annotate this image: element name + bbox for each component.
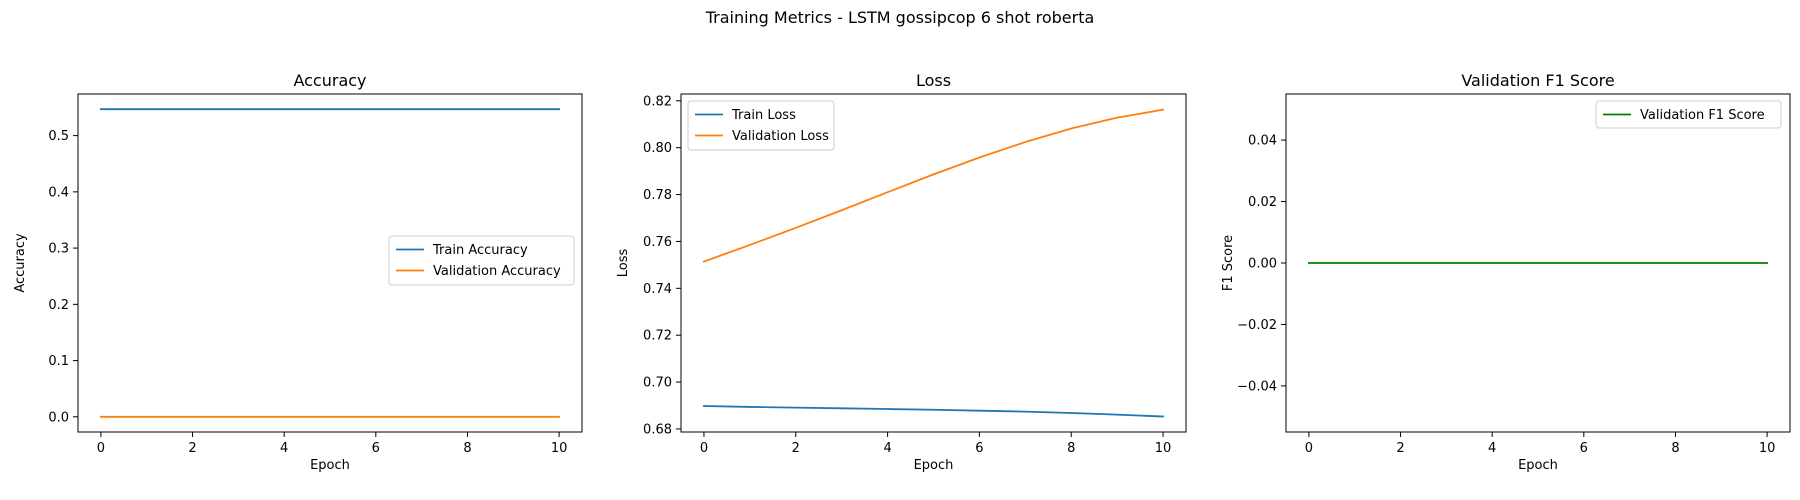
legend-label: Validation F1 Score <box>1640 108 1765 123</box>
x-tick-label: 8 <box>1067 441 1075 456</box>
y-tick-label: 0.02 <box>1248 195 1277 210</box>
x-tick-label: 0 <box>1305 441 1313 456</box>
x-tick-label: 10 <box>551 441 568 456</box>
y-tick-label: 0.4 <box>48 185 69 200</box>
chart-legend: Train Accuracy Validation Accuracy <box>388 235 575 286</box>
x-tick-label: 2 <box>1396 441 1404 456</box>
axes-frame <box>77 93 583 433</box>
legend-frame <box>388 235 575 286</box>
y-tick-label: 0.72 <box>643 329 672 344</box>
chart-panel-1: 0 2 4 6 8 10 0.0 0.1 0.2 0.3 0.4 0.5 Accuracy Epoch Ac… <box>13 71 583 473</box>
y-tick-label: 0.1 <box>48 354 69 369</box>
legend-label: Train Loss <box>731 108 796 123</box>
x-tick-label: 6 <box>975 441 983 456</box>
chart-panel-3: 0 2 4 6 8 10 −0.04 −0.02 0.00 0.02 0.04 Validation … <box>1221 71 1791 473</box>
y-tick-label: 0.78 <box>643 188 672 203</box>
series-line-train-loss <box>703 405 1164 418</box>
x-tick-label: 0 <box>700 441 708 456</box>
y-tick-label: 0.5 <box>48 129 69 144</box>
x-tick-label: 8 <box>1671 441 1679 456</box>
x-tick-label: 4 <box>1488 441 1496 456</box>
x-tick-label: 2 <box>188 441 196 456</box>
y-tick-label: 0.74 <box>643 282 672 297</box>
legend-label: Validation Loss <box>732 129 829 144</box>
x-tick-label: 4 <box>883 441 891 456</box>
x-tick-label: 6 <box>372 441 380 456</box>
y-tick-label: 0.00 <box>1248 257 1277 272</box>
x-tick-label: 10 <box>1155 441 1172 456</box>
chart-legend: Validation F1 Score <box>1595 100 1782 129</box>
figure-suptitle: Training Metrics - LSTM gossipcop 6 shot… <box>705 8 1095 27</box>
y-tick-label: 0.76 <box>643 235 672 250</box>
y-axis-label: Accuracy <box>13 233 28 293</box>
x-tick-label: 4 <box>280 441 288 456</box>
chart-title: Validation F1 Score <box>1461 71 1614 90</box>
chart-legend: Train Loss Validation Loss <box>687 100 835 151</box>
y-tick-label: 0.82 <box>643 94 672 109</box>
y-tick-label: −0.02 <box>1237 318 1277 333</box>
x-tick-label: 2 <box>792 441 800 456</box>
x-axis-label: Epoch <box>310 458 350 473</box>
y-tick-label: 0.04 <box>1248 134 1277 149</box>
chart-title: Loss <box>916 71 951 90</box>
x-tick-label: 10 <box>1759 441 1776 456</box>
x-axis-label: Epoch <box>1518 458 1558 473</box>
axes-frame <box>680 93 1187 433</box>
legend-label: Validation Accuracy <box>433 264 561 279</box>
y-tick-label: 0.3 <box>48 242 69 257</box>
y-axis-label: Loss <box>616 249 631 278</box>
y-tick-label: 0.68 <box>643 422 672 437</box>
y-tick-label: 0.70 <box>643 376 672 391</box>
x-tick-label: 8 <box>463 441 471 456</box>
y-tick-label: 0.80 <box>643 141 672 156</box>
y-tick-label: 0.0 <box>48 410 69 425</box>
chart-title: Accuracy <box>293 71 366 90</box>
legend-frame <box>1595 100 1782 129</box>
legend-label: Train Accuracy <box>432 243 528 258</box>
legend-frame <box>687 100 835 151</box>
x-axis-label: Epoch <box>914 458 954 473</box>
x-tick-label: 6 <box>1580 441 1588 456</box>
chart-panel-2: 0 2 4 6 8 10 0.68 0.70 0.72 0.74 0.76 0.78 0.80 0.82 L… <box>616 71 1187 473</box>
y-tick-label: −0.04 <box>1237 379 1277 394</box>
series-line-validation-loss <box>702 108 1165 263</box>
y-tick-label: 0.2 <box>48 298 69 313</box>
x-tick-label: 0 <box>97 441 105 456</box>
y-axis-label: F1 Score <box>1221 235 1236 291</box>
